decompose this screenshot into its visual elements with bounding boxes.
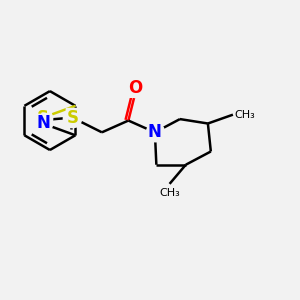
Text: S: S — [66, 109, 78, 127]
Text: N: N — [148, 123, 162, 141]
Text: CH₃: CH₃ — [159, 188, 180, 198]
Text: CH₃: CH₃ — [234, 110, 255, 120]
Text: S: S — [37, 109, 49, 127]
Text: N: N — [36, 115, 50, 133]
Text: O: O — [129, 79, 143, 97]
